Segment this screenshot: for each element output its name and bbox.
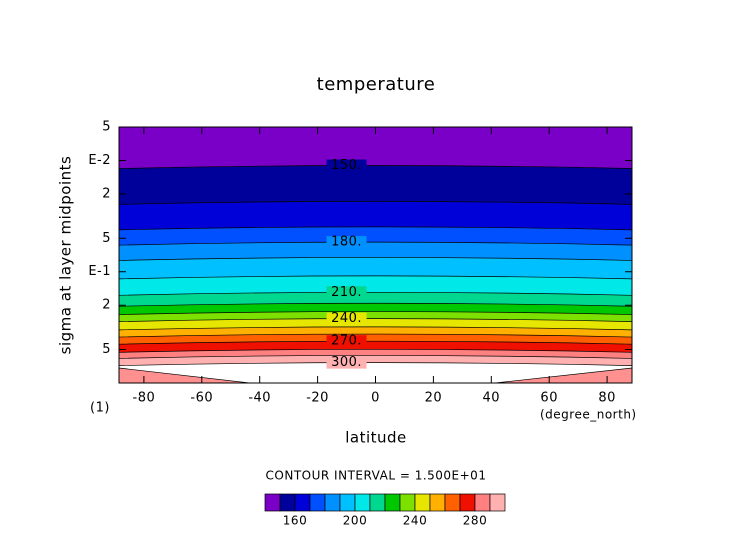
contour-label-bg (326, 159, 367, 172)
contour-line (119, 165, 632, 169)
temperature-band (119, 341, 632, 353)
colorbar-swatch (339, 493, 356, 512)
colorbar-swatch (444, 493, 461, 512)
colorbar-swatch (279, 493, 296, 512)
x-units: (degree_north) (540, 408, 637, 422)
colorbar-swatch (384, 493, 401, 512)
y-tick-label: 5 (102, 342, 111, 357)
contour-label-bg (326, 286, 367, 299)
contour-line (119, 275, 632, 280)
colorbar-swatch (354, 493, 371, 512)
contour-line (119, 326, 632, 331)
contour-line (119, 340, 632, 345)
colorbar-swatch (474, 493, 491, 512)
x-tick-label: -60 (190, 391, 213, 406)
x-tick-label: 0 (371, 391, 380, 406)
contour-label: 180. (331, 235, 362, 250)
contour-label-bg (326, 312, 367, 325)
x-axis-label: latitude (345, 429, 407, 447)
colorbar-tick-label: 280 (463, 514, 487, 528)
chart-title: temperature (317, 74, 436, 95)
contour-label: 270. (331, 334, 362, 349)
colorbar-swatch (459, 493, 476, 512)
colorbar-swatch (414, 493, 431, 512)
temperature-band (119, 201, 632, 230)
x-tick-label: -20 (306, 391, 329, 406)
contour-line (119, 116, 632, 119)
colorbar-tick-label: 160 (283, 514, 307, 528)
contour-label-bg (326, 356, 367, 369)
temperature-band (119, 275, 632, 296)
contour-line (119, 355, 632, 359)
x-tick-label: 80 (598, 391, 616, 406)
x-tick-label: -80 (133, 391, 156, 406)
colorbar-swatch (324, 493, 341, 512)
contour-line (119, 302, 632, 307)
contour-label-bg (326, 335, 367, 348)
y-tick-label: 2 (102, 298, 111, 313)
colorbar-swatch (369, 493, 386, 512)
x-tick-label: 60 (540, 391, 558, 406)
y-tick-label: E-2 (88, 153, 111, 168)
plot-area: 150. 180. 210. 240. 270. 300. (119, 116, 632, 383)
contour-label: 240. (331, 311, 362, 326)
temperature-band (119, 292, 632, 307)
contour-line (119, 226, 632, 231)
contour-label-bg (326, 236, 367, 249)
colorbar-swatch (309, 493, 326, 512)
temperature-band (119, 303, 632, 315)
y-axis-label: sigma at layer midpoints (57, 156, 75, 355)
colorbar-tick-label: 200 (343, 514, 367, 528)
y-tick-label: 5 (102, 231, 111, 246)
contour-interval: CONTOUR INTERVAL = 1.500E+01 (266, 469, 487, 483)
colorbar-swatch (294, 493, 311, 512)
y-tick-label: E-1 (88, 264, 111, 279)
contour-line (119, 241, 632, 246)
temperature-band (119, 127, 632, 169)
x-tick-label: -40 (248, 391, 271, 406)
contour-line (119, 257, 632, 261)
temperature-band (119, 242, 632, 261)
y-tick-label: 2 (102, 186, 111, 201)
contour-line (119, 362, 632, 366)
y-tick-label: 5 (102, 120, 111, 135)
polar-region (119, 367, 632, 383)
x-prefix: (1) (90, 401, 110, 416)
contour-line (119, 318, 632, 323)
colorbar-swatch (489, 493, 506, 512)
temperature-band (119, 165, 632, 205)
temperature-band (119, 226, 632, 246)
contour-line (119, 311, 632, 315)
colorbar-swatch (429, 493, 446, 512)
x-tick-label: 20 (425, 391, 443, 406)
colorbar-tick-label: 240 (403, 514, 427, 528)
contour-label: 300. (331, 355, 362, 370)
colorbar-swatch (399, 493, 416, 512)
colorbar-swatch (264, 493, 281, 512)
x-tick-label: 40 (483, 391, 501, 406)
contour-label: 150. (331, 158, 362, 173)
temperature-band (119, 318, 632, 330)
contour-line (119, 348, 632, 353)
contour-line (119, 333, 632, 338)
contour-label: 210. (331, 285, 362, 300)
contour-line (119, 291, 632, 296)
contour-line (119, 201, 632, 205)
temperature-band (119, 257, 632, 279)
